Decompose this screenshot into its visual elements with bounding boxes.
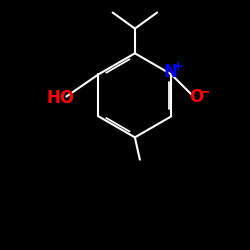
Text: HO: HO [46, 89, 74, 107]
Text: O: O [190, 88, 204, 106]
Text: +: + [173, 60, 183, 74]
Text: N: N [163, 63, 177, 81]
Text: −: − [198, 84, 210, 98]
